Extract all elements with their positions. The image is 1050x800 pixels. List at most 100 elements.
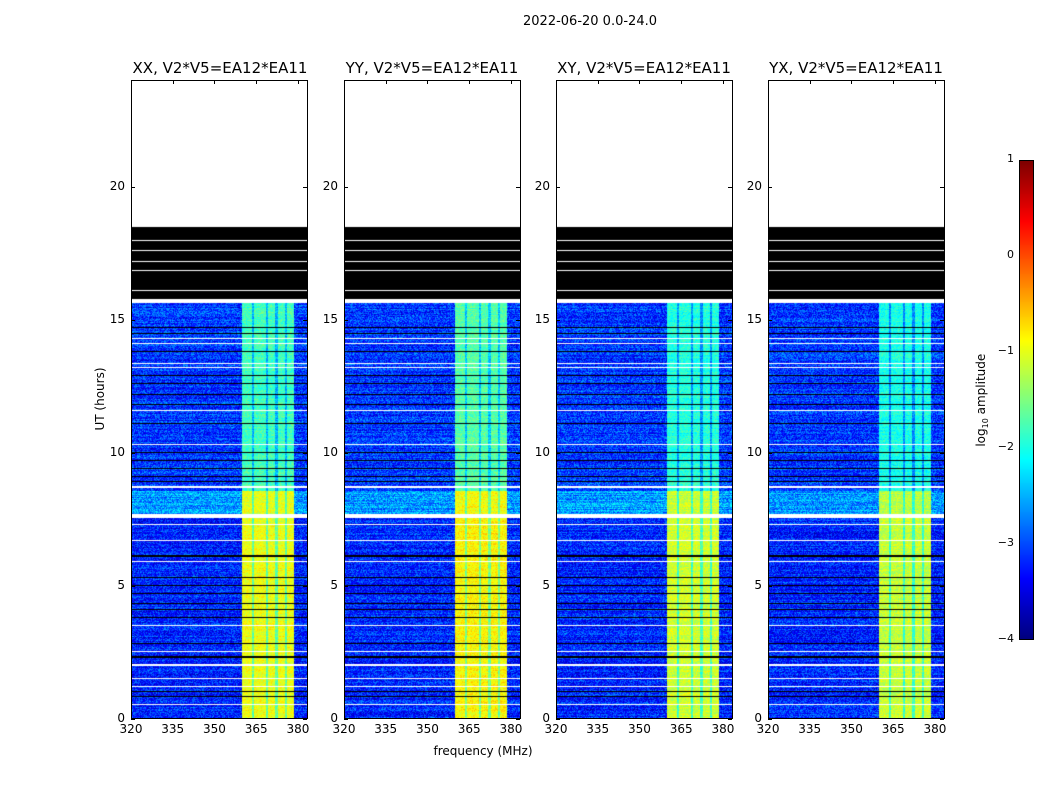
y-tick-mark	[131, 585, 135, 587]
x-tick-label: 350	[628, 722, 651, 736]
colorbar-label-main: log	[973, 428, 988, 447]
y-tick-mark	[728, 719, 732, 720]
x-tick-label: 380	[499, 722, 523, 736]
y-tick-label: 15	[746, 311, 762, 326]
y-tick-label: 5	[330, 577, 338, 592]
x-tick-mark	[344, 80, 345, 84]
colorbar-label: log10 amplitude	[974, 340, 990, 460]
y-tick-label: 10	[534, 444, 550, 459]
y-tick-mark	[556, 319, 560, 321]
heatmap-yy	[345, 81, 520, 718]
x-tick-label: 320	[544, 722, 568, 736]
y-axis-label: UT (hours)	[93, 367, 107, 431]
x-tick-mark	[851, 80, 853, 84]
x-tick-label: 320	[756, 722, 780, 736]
y-tick-label: 10	[746, 444, 762, 459]
y-tick-mark	[516, 585, 520, 587]
colorbar	[1019, 160, 1034, 640]
y-tick-label: 20	[534, 178, 550, 193]
y-tick-mark	[940, 452, 944, 454]
colorbar-label-sub: 10	[981, 418, 991, 429]
x-tick-label: 365	[457, 722, 481, 736]
y-tick-mark	[516, 319, 520, 321]
x-tick-label: 335	[374, 722, 398, 736]
y-tick-mark	[516, 186, 520, 188]
y-tick-mark	[344, 319, 348, 321]
y-tick-mark	[940, 585, 944, 587]
y-tick-label: 0	[330, 711, 338, 725]
panel-xx	[131, 80, 308, 719]
y-tick-mark	[344, 585, 348, 587]
panel-title-xy: XY, V2*V5=EA12*EA11	[557, 59, 731, 77]
y-tick-label: 0	[754, 711, 762, 725]
colorbar-tick-label: −2	[997, 440, 1014, 453]
y-tick-mark	[303, 186, 307, 188]
y-tick-mark	[131, 319, 135, 321]
y-tick-label: 10	[109, 444, 125, 459]
x-tick-mark	[469, 80, 471, 84]
x-tick-mark	[639, 80, 641, 84]
x-tick-mark	[934, 80, 936, 84]
y-tick-label: 5	[117, 577, 125, 592]
x-tick-mark	[722, 80, 724, 84]
y-tick-mark	[768, 186, 772, 188]
x-tick-mark	[256, 80, 258, 84]
x-tick-label: 350	[416, 722, 439, 736]
y-tick-mark	[344, 186, 348, 188]
panel-title-xx: XX, V2*V5=EA12*EA11	[132, 59, 308, 77]
y-tick-mark	[768, 319, 772, 321]
y-tick-label: 15	[534, 311, 550, 326]
x-tick-mark	[510, 80, 512, 84]
y-tick-mark	[344, 719, 348, 720]
y-tick-label: 20	[109, 178, 125, 193]
heatmap-xx	[132, 81, 307, 718]
colorbar-tick-label: −4	[997, 632, 1014, 645]
colorbar-gradient	[1020, 161, 1033, 639]
heatmap-xy	[557, 81, 732, 718]
x-tick-label: 365	[244, 722, 268, 736]
x-tick-mark	[809, 80, 811, 84]
y-tick-mark	[728, 186, 732, 188]
x-tick-mark	[131, 80, 132, 84]
y-tick-mark	[768, 452, 772, 454]
x-tick-mark	[597, 80, 599, 84]
y-tick-label: 5	[754, 577, 762, 592]
y-tick-mark	[516, 719, 520, 720]
y-tick-mark	[303, 585, 307, 587]
x-tick-label: 380	[711, 722, 735, 736]
x-tick-label: 350	[203, 722, 226, 736]
colorbar-tick-label: 0	[1007, 248, 1014, 261]
y-tick-mark	[728, 452, 732, 454]
y-tick-mark	[131, 719, 135, 720]
x-tick-mark	[681, 80, 683, 84]
y-tick-label: 15	[322, 311, 338, 326]
y-tick-label: 5	[542, 577, 550, 592]
x-tick-label: 320	[332, 722, 356, 736]
x-tick-mark	[385, 80, 387, 84]
y-tick-mark	[516, 452, 520, 454]
y-tick-label: 10	[322, 444, 338, 459]
x-tick-label: 335	[586, 722, 610, 736]
y-tick-mark	[556, 452, 560, 454]
y-tick-mark	[303, 319, 307, 321]
panel-title-yy: YY, V2*V5=EA12*EA11	[345, 59, 519, 77]
y-tick-mark	[131, 186, 135, 188]
x-tick-mark	[297, 80, 299, 84]
x-axis-label: frequency (MHz)	[433, 744, 533, 758]
y-tick-mark	[940, 719, 944, 720]
x-tick-label: 365	[669, 722, 693, 736]
x-tick-label: 350	[840, 722, 863, 736]
y-tick-mark	[131, 452, 135, 454]
figure-title: 2022-06-20 0.0-24.0	[523, 14, 657, 29]
x-tick-label: 335	[798, 722, 822, 736]
y-tick-mark	[556, 719, 560, 720]
x-tick-label: 320	[119, 722, 143, 736]
y-tick-mark	[940, 186, 944, 188]
panel-yx	[768, 80, 945, 719]
colorbar-label-rest: amplitude	[973, 353, 988, 419]
y-tick-mark	[768, 719, 772, 720]
panel-title-yx: YX, V2*V5=EA12*EA11	[769, 59, 943, 77]
x-tick-label: 380	[923, 722, 947, 736]
x-tick-label: 365	[881, 722, 905, 736]
